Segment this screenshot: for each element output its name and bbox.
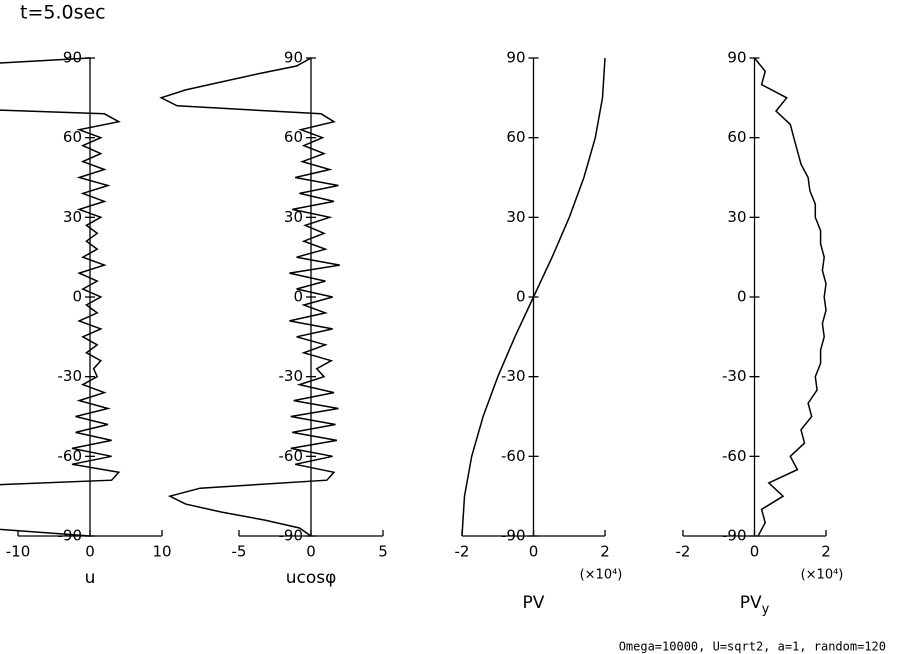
profile-line bbox=[461, 57, 606, 537]
axis-annotation: (×10⁴) bbox=[580, 568, 623, 583]
x-tick-label: -2 bbox=[455, 543, 470, 561]
y-tick-label: -90 bbox=[501, 527, 526, 545]
profile-line bbox=[159, 57, 340, 537]
x-axis-label-text: ucosφ bbox=[286, 568, 337, 588]
axis-annotation: (×10⁴) bbox=[801, 568, 844, 583]
y-tick-label: -90 bbox=[58, 527, 83, 545]
x-axis-label-text: u bbox=[85, 568, 96, 588]
x-tick-label: 0 bbox=[529, 543, 539, 561]
figure-title: t=5.0sec bbox=[20, 2, 106, 24]
y-tick-label: -30 bbox=[58, 367, 83, 385]
y-tick-label: 0 bbox=[516, 288, 526, 306]
x-tick-label: -10 bbox=[6, 543, 31, 561]
x-axis-label-text: PV bbox=[523, 593, 545, 613]
y-tick-label: 60 bbox=[63, 128, 82, 146]
y-tick-label: 60 bbox=[284, 128, 303, 146]
y-tick-label: -90 bbox=[279, 527, 304, 545]
y-tick-label: 30 bbox=[506, 208, 525, 226]
y-tick-label: 0 bbox=[293, 288, 303, 306]
x-axis-label-subscript: y bbox=[762, 602, 770, 617]
y-tick-label: 90 bbox=[284, 49, 303, 67]
y-tick-label: -60 bbox=[501, 447, 526, 465]
y-tick-label: 30 bbox=[727, 208, 746, 226]
y-tick-label: -60 bbox=[58, 447, 83, 465]
y-tick-label: 90 bbox=[727, 49, 746, 67]
y-tick-label: 60 bbox=[727, 128, 746, 146]
x-tick-label: -2 bbox=[676, 543, 691, 561]
profile-line bbox=[0, 57, 121, 537]
y-tick-label: 90 bbox=[506, 49, 525, 67]
x-tick-label: 0 bbox=[306, 543, 316, 561]
y-tick-label: 60 bbox=[506, 128, 525, 146]
x-tick-label: 10 bbox=[152, 543, 171, 561]
profile-line bbox=[753, 57, 827, 537]
y-tick-label: -60 bbox=[279, 447, 304, 465]
x-axis-label: PVy bbox=[740, 593, 770, 617]
x-tick-label: -5 bbox=[232, 543, 247, 561]
y-tick-label: 30 bbox=[63, 208, 82, 226]
y-tick-label: 30 bbox=[284, 208, 303, 226]
x-tick-label: 2 bbox=[821, 543, 831, 561]
x-tick-label: 0 bbox=[750, 543, 760, 561]
x-axis-label: ucosφ bbox=[286, 568, 337, 588]
y-tick-label: -30 bbox=[722, 367, 747, 385]
x-tick-label: 5 bbox=[378, 543, 388, 561]
y-tick-label: -60 bbox=[722, 447, 747, 465]
x-tick-label: 0 bbox=[85, 543, 95, 561]
y-tick-label: -30 bbox=[501, 367, 526, 385]
y-tick-label: 0 bbox=[72, 288, 82, 306]
y-tick-label: -30 bbox=[279, 367, 304, 385]
x-axis-label: PV bbox=[523, 593, 545, 613]
x-axis-label: u bbox=[85, 568, 96, 588]
y-tick-label: 90 bbox=[63, 49, 82, 67]
footnote: Omega=10000, U=sqrt2, a=1, random=120 bbox=[619, 640, 886, 654]
y-tick-label: 0 bbox=[737, 288, 747, 306]
x-axis-label-text: PV bbox=[740, 593, 762, 613]
x-tick-label: 2 bbox=[600, 543, 610, 561]
y-tick-label: -90 bbox=[722, 527, 747, 545]
